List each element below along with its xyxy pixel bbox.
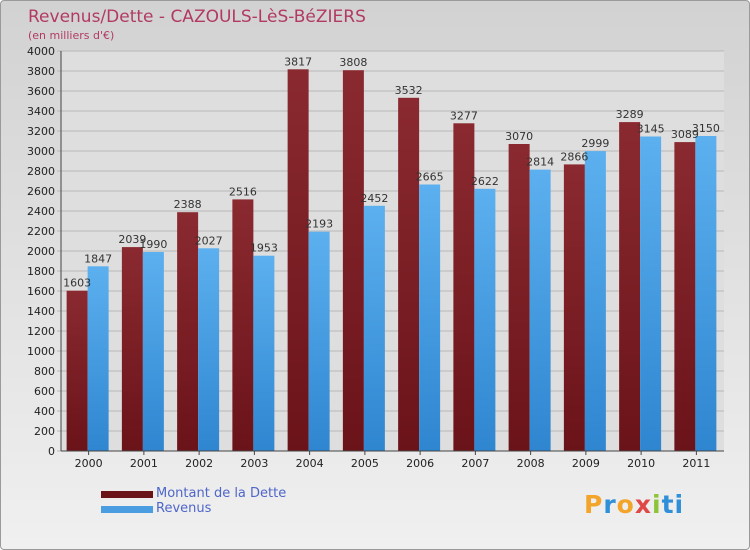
x-tick-label: 2011	[682, 457, 710, 470]
y-tick-label: 1200	[27, 325, 55, 338]
y-tick-label: 1400	[27, 305, 55, 318]
data-label-revenus: 2452	[360, 192, 388, 205]
y-tick-label: 2400	[27, 205, 55, 218]
bar-dette	[453, 123, 475, 452]
x-tick-label: 2009	[572, 457, 600, 470]
data-label-dette: 3070	[505, 130, 533, 143]
x-tick-label: 2000	[75, 457, 103, 470]
data-label-dette: 3089	[671, 128, 699, 141]
logo-letter: i	[674, 490, 685, 519]
data-label-revenus: 3145	[637, 123, 665, 136]
data-label-revenus: 2999	[581, 137, 609, 150]
y-tick-label: 3400	[27, 105, 55, 118]
data-label-revenus: 2193	[305, 218, 333, 231]
bar-dette	[121, 247, 143, 451]
bar-revenus	[640, 136, 662, 451]
x-tick-label: 2008	[517, 457, 545, 470]
legend-label-dette: Montant de la Dette	[156, 486, 287, 501]
data-label-revenus: 2814	[526, 156, 554, 169]
y-tick-label: 1800	[27, 265, 55, 278]
bar-dette	[177, 212, 199, 451]
x-tick-label: 2010	[627, 457, 655, 470]
y-tick-label: 4000	[27, 45, 55, 58]
y-tick-label: 3600	[27, 85, 55, 98]
y-tick-label: 0	[48, 445, 55, 458]
y-tick-label: 400	[34, 405, 55, 418]
y-tick-label: 1600	[27, 285, 55, 298]
y-tick-label: 200	[34, 425, 55, 438]
logo-letter: o	[616, 490, 635, 519]
bar-revenus	[695, 136, 717, 451]
data-label-revenus: 1990	[139, 238, 167, 251]
legend-label-revenus: Revenus	[156, 501, 212, 516]
bar-revenus	[142, 252, 164, 451]
y-tick-label: 600	[34, 385, 55, 398]
data-label-dette: 3289	[616, 108, 644, 121]
x-tick-label: 2006	[406, 457, 434, 470]
data-label-dette: 1603	[63, 277, 91, 290]
data-label-dette: 2866	[560, 150, 588, 163]
bar-dette	[66, 290, 88, 451]
bar-revenus	[198, 248, 220, 451]
logo-letter: x	[634, 490, 652, 519]
bar-dette	[508, 144, 530, 451]
data-label-revenus: 1847	[84, 252, 112, 265]
x-tick-label: 2001	[130, 457, 158, 470]
bar-revenus	[474, 188, 496, 452]
bar-revenus	[253, 255, 275, 451]
data-label-dette: 3532	[395, 84, 423, 97]
data-label-dette: 3817	[284, 55, 312, 68]
logo-letter: r	[603, 490, 617, 519]
chart-subtitle: (en milliers d'€)	[28, 29, 115, 42]
bar-revenus	[419, 184, 441, 451]
bar-revenus	[584, 151, 606, 451]
x-tick-label: 2005	[351, 457, 379, 470]
data-label-revenus: 2027	[195, 234, 223, 247]
bar-dette	[342, 70, 364, 451]
y-tick-label: 2000	[27, 245, 55, 258]
x-tick-label: 2003	[240, 457, 268, 470]
y-tick-label: 2200	[27, 225, 55, 238]
data-label-dette: 3808	[339, 56, 367, 69]
bar-dette	[287, 69, 309, 452]
legend-swatch-dette	[101, 491, 153, 498]
logo-letter: P	[584, 490, 604, 519]
bar-dette	[674, 142, 696, 451]
x-tick-label: 2007	[461, 457, 489, 470]
chart-title: Revenus/Dette - CAZOULS-LèS-BéZIERS	[28, 7, 366, 27]
y-tick-label: 2600	[27, 185, 55, 198]
data-label-dette: 2516	[229, 185, 257, 198]
bar-revenus	[363, 205, 385, 451]
logo-letter: t	[661, 490, 675, 519]
bar-dette	[563, 164, 585, 451]
legend-swatch-revenus	[101, 506, 153, 513]
data-label-dette: 2039	[118, 233, 146, 246]
x-tick-label: 2004	[296, 457, 324, 470]
bar-dette	[398, 97, 420, 452]
y-tick-label: 3000	[27, 145, 55, 158]
bar-dette	[232, 199, 254, 451]
data-label-revenus: 1953	[250, 242, 278, 255]
y-tick-label: 2800	[27, 165, 55, 178]
data-label-revenus: 2665	[416, 171, 444, 184]
y-tick-label: 3200	[27, 125, 55, 138]
data-label-revenus: 3150	[692, 122, 720, 135]
y-tick-label: 1000	[27, 345, 55, 358]
y-tick-label: 3800	[27, 65, 55, 78]
logo-letter: i	[652, 490, 662, 519]
bar-revenus	[87, 266, 109, 451]
x-tick-label: 2002	[185, 457, 213, 470]
bar-dette	[619, 122, 641, 451]
data-label-dette: 2388	[174, 198, 202, 211]
proxiti-logo: Proxiti	[584, 490, 684, 519]
bar-revenus	[308, 231, 330, 451]
data-label-dette: 3277	[450, 109, 478, 122]
bar-revenus	[529, 169, 551, 451]
y-tick-label: 800	[34, 365, 55, 378]
data-label-revenus: 2622	[471, 175, 499, 188]
